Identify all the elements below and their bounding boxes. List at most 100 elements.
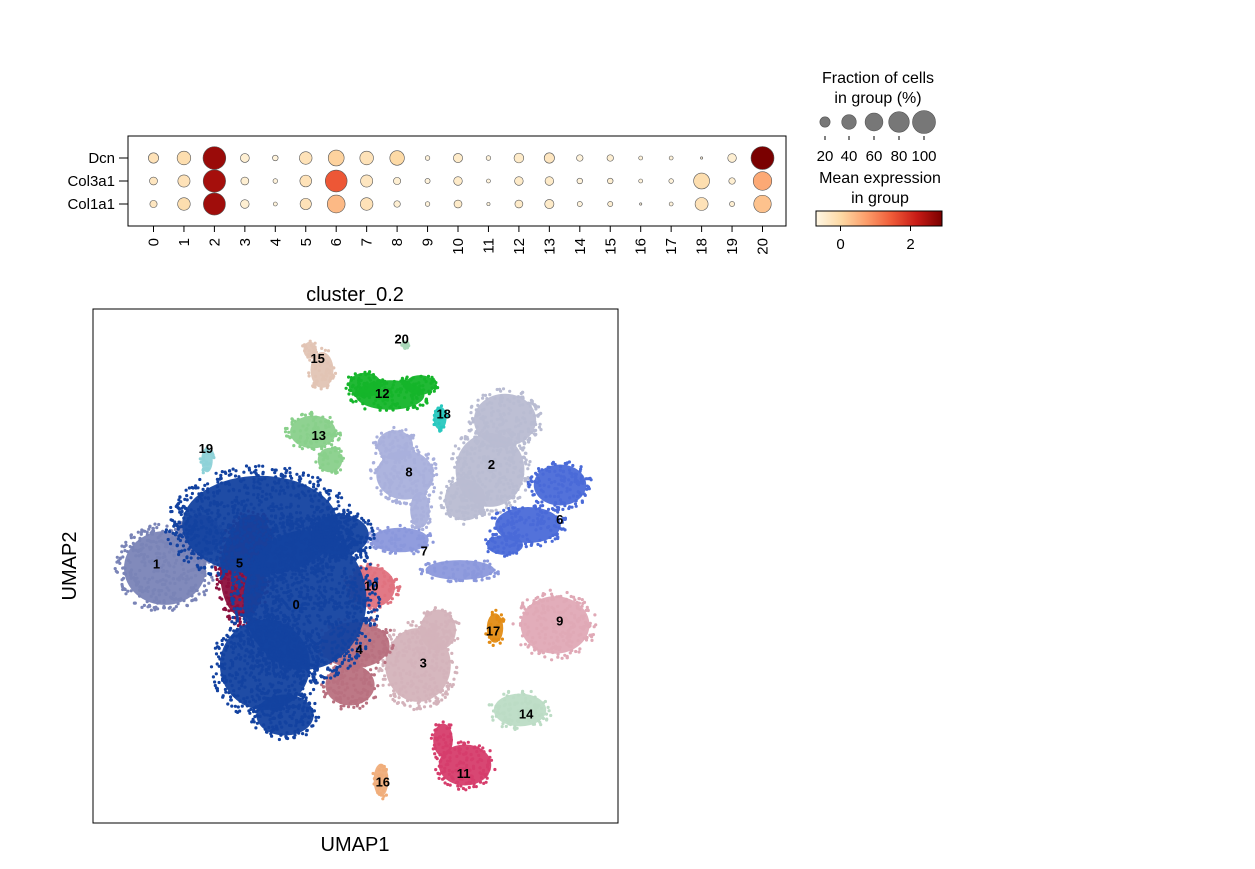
dot-Col1a1-cluster-7 — [360, 197, 374, 211]
umap-point — [434, 696, 438, 700]
umap-point — [551, 650, 555, 655]
umap-point — [391, 697, 395, 702]
umap-point — [434, 699, 438, 703]
umap-point — [536, 601, 541, 605]
umap-point — [274, 489, 278, 493]
umap-point — [451, 476, 455, 480]
umap-point — [199, 497, 203, 501]
umap-point — [510, 435, 514, 439]
umap-point — [526, 631, 530, 635]
umap-point — [469, 457, 473, 461]
umap-point — [422, 685, 426, 689]
umap-point — [222, 556, 226, 560]
umap-point — [419, 374, 423, 378]
size-legend-label: 40 — [841, 148, 858, 165]
umap-point — [380, 539, 384, 544]
umap-point — [462, 441, 466, 445]
umap-point — [494, 550, 498, 555]
umap-point — [151, 576, 155, 580]
dot-Col1a1-cluster-1 — [177, 197, 191, 211]
dot-Dcn-cluster-9 — [424, 155, 431, 161]
umap-point — [427, 697, 431, 701]
umap-point — [567, 478, 571, 482]
umap-point — [422, 510, 426, 514]
umap-point — [523, 542, 528, 546]
umap-point — [435, 657, 439, 661]
umap-point — [403, 458, 407, 462]
umap-point — [339, 454, 343, 458]
umap-point — [375, 567, 379, 571]
umap-point — [255, 529, 259, 533]
umap-point — [201, 471, 205, 475]
umap-point — [366, 671, 370, 675]
umap-point — [552, 524, 557, 528]
umap-point — [335, 460, 339, 464]
umap-point — [428, 684, 432, 689]
umap-point — [507, 412, 511, 416]
umap-point — [511, 622, 515, 626]
umap-point — [462, 573, 466, 577]
umap-point — [158, 552, 162, 556]
umap-point — [574, 649, 578, 654]
umap-point — [470, 475, 474, 479]
umap-point — [413, 467, 417, 471]
umap-point — [139, 532, 143, 536]
umap-point — [476, 398, 480, 402]
umap-point — [481, 508, 485, 512]
umap-point — [327, 371, 332, 375]
umap-point — [403, 475, 407, 479]
umap-point — [388, 635, 392, 639]
umap-point — [156, 607, 160, 611]
umap-point — [394, 647, 398, 651]
umap-point — [559, 474, 563, 478]
umap-point — [356, 665, 360, 670]
umap-point — [402, 501, 406, 505]
umap-point — [388, 494, 392, 498]
umap-point — [573, 613, 577, 617]
umap-point — [252, 480, 256, 484]
umap-point — [489, 497, 493, 501]
umap-point — [415, 445, 419, 449]
umap-point — [182, 551, 187, 555]
umap-point — [442, 635, 446, 639]
umap-point — [436, 648, 440, 653]
umap-point — [298, 429, 302, 433]
umap-point — [516, 547, 520, 551]
dot-Col3a1-cluster-9 — [424, 178, 431, 184]
umap-point — [283, 467, 287, 471]
umap-point — [474, 486, 478, 490]
umap-point — [372, 376, 376, 380]
umap-point — [321, 415, 325, 419]
umap-point — [389, 472, 393, 476]
umap-point — [416, 701, 420, 705]
umap-point — [497, 637, 501, 642]
umap-point — [165, 586, 169, 590]
umap-point — [355, 661, 359, 666]
umap-point — [561, 507, 565, 511]
umap-point — [439, 428, 443, 432]
umap-point — [412, 707, 416, 712]
color-legend-title-line1: Mean expression — [819, 170, 941, 187]
umap-point — [417, 543, 421, 547]
umap-point — [508, 463, 512, 467]
umap-point — [480, 483, 485, 487]
umap-point — [549, 635, 554, 639]
umap-point — [387, 539, 392, 543]
umap-point — [507, 720, 511, 725]
umap-point — [385, 531, 389, 535]
umap-point — [374, 451, 378, 455]
umap-point — [506, 521, 510, 525]
umap-point — [290, 422, 294, 426]
umap-point — [422, 388, 426, 392]
umap-point — [573, 478, 578, 482]
umap-point — [393, 469, 397, 473]
umap-point — [591, 633, 596, 637]
umap-point — [525, 598, 529, 602]
umap-point — [190, 594, 194, 598]
umap-point — [323, 377, 327, 382]
umap-point — [483, 415, 487, 419]
umap-point — [146, 585, 151, 589]
umap-point — [449, 723, 453, 727]
umap-point — [384, 475, 388, 479]
umap-point — [433, 386, 437, 390]
